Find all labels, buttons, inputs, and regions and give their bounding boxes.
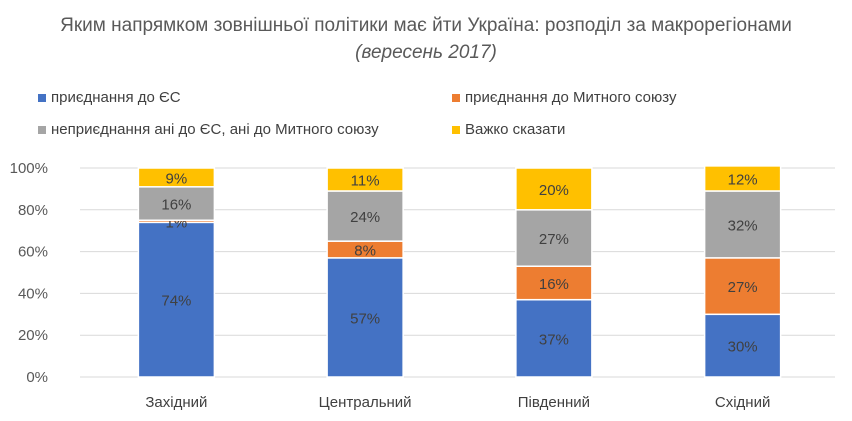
- chart-title: Яким напрямком зовнішньої політики має й…: [60, 15, 792, 63]
- data-label: 16%: [161, 197, 191, 214]
- bar-segment: [515, 298, 593, 378]
- data-label: 27%: [728, 279, 758, 296]
- x-tick-label: Західний: [145, 394, 207, 411]
- bar-segment: [515, 209, 593, 267]
- data-label: 37%: [539, 331, 569, 348]
- data-label: 74%: [161, 293, 191, 310]
- data-label: 24%: [350, 209, 380, 226]
- data-label: 11%: [351, 172, 380, 189]
- y-tick-label: 80%: [18, 202, 48, 219]
- bar-segment: [326, 257, 404, 378]
- x-tick-label: Центральний: [319, 394, 412, 411]
- data-label: 32%: [728, 217, 758, 234]
- data-label: 57%: [350, 310, 380, 327]
- bar-segment: [515, 167, 593, 211]
- data-label: 16%: [539, 276, 569, 293]
- bar-segment: [326, 167, 404, 192]
- bar-segment: [137, 167, 216, 188]
- data-label: 12%: [728, 171, 758, 188]
- bar-segment: [703, 165, 782, 192]
- legend-item-hard-to-say: Важко сказати: [452, 121, 565, 138]
- legend-swatch: [38, 93, 46, 102]
- legend-item-eu: приєднання до ЄС: [38, 89, 181, 106]
- y-tick-label: 0%: [26, 369, 48, 386]
- y-tick-label: 20%: [18, 327, 48, 344]
- data-label: 20%: [539, 182, 569, 199]
- x-tick-label: Південний: [518, 394, 590, 411]
- chart-title-date: (вересень 2017): [355, 42, 497, 63]
- y-tick-label: 60%: [18, 244, 48, 261]
- legend-item-customs-union: приєднання до Митного союзу: [452, 89, 677, 106]
- data-label: 30%: [728, 339, 758, 356]
- y-tick-label: 40%: [18, 285, 48, 302]
- legend-swatch: [452, 93, 460, 102]
- bar-segment: [515, 265, 593, 301]
- legend-item-neither: неприєднання ані до ЄС, ані до Митного с…: [38, 121, 379, 138]
- bar-segment: [326, 190, 404, 242]
- data-label: 27%: [539, 231, 569, 248]
- bar-segment: [137, 221, 216, 378]
- x-tick-label: Східний: [715, 394, 770, 411]
- data-label: 8%: [354, 243, 376, 260]
- legend-swatch: [38, 125, 46, 134]
- y-tick-label: 100%: [10, 160, 48, 177]
- data-label: 9%: [166, 170, 188, 187]
- legend-swatch: [452, 125, 460, 134]
